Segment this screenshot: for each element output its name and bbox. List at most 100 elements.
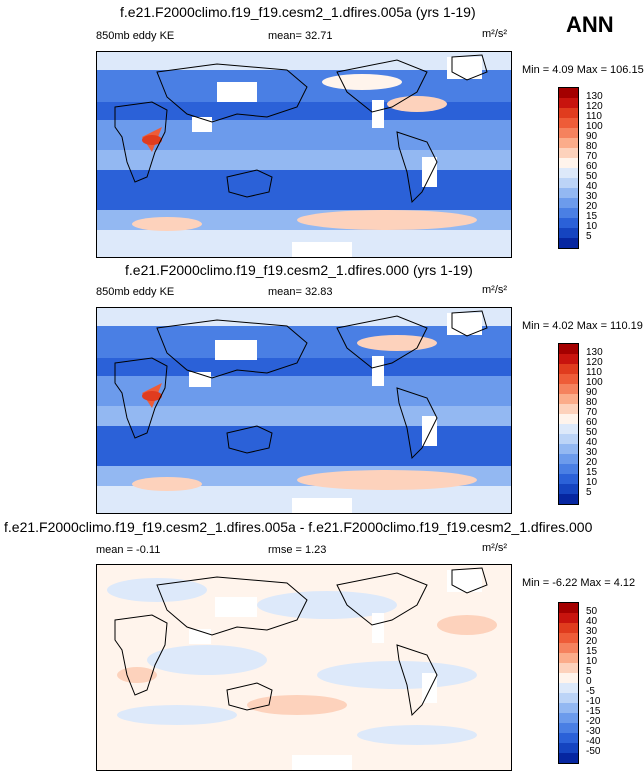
colorbar-segment: [559, 613, 578, 623]
colorbar-segment: [559, 713, 578, 723]
colorbar-segment: [559, 364, 578, 374]
panel-2-minmax: Min = 4.02 Max = 110.19: [522, 320, 643, 332]
colorbar-segment: [559, 148, 578, 158]
colorbar-tick-label: 10: [586, 656, 598, 667]
colorbar-segment: [559, 128, 578, 138]
colorbar-segment: [559, 354, 578, 364]
panel-2-units: m²/s²: [482, 284, 508, 296]
season-label: ANN: [566, 12, 614, 37]
panel-1-map: [96, 51, 512, 258]
colorbar-segment: [559, 138, 578, 148]
colorbar-tick-label: 40: [586, 437, 598, 448]
colorbar-tick-label: 50: [586, 606, 598, 617]
colorbar-tick-label: 30: [586, 191, 598, 202]
colorbar-segment: [559, 198, 578, 208]
panel-3-colorbar: [558, 602, 579, 764]
colorbar-tick-label: 60: [586, 417, 598, 428]
colorbar-tick-label: -40: [586, 736, 601, 747]
colorbar-tick-label: 50: [586, 171, 598, 182]
colorbar-segment: [559, 344, 578, 354]
colorbar-segment: [559, 414, 578, 424]
colorbar-tick-label: -5: [586, 686, 595, 697]
colorbar-tick-label: 30: [586, 447, 598, 458]
colorbar-segment: [559, 743, 578, 753]
colorbar-tick-label: 80: [586, 141, 598, 152]
colorbar-tick-label: 90: [586, 131, 598, 142]
colorbar-segment: [559, 753, 578, 763]
colorbar-segment: [559, 424, 578, 434]
colorbar-tick-label: 15: [586, 646, 598, 657]
colorbar-segment: [559, 108, 578, 118]
colorbar-segment: [559, 158, 578, 168]
colorbar-tick-label: 120: [586, 101, 603, 112]
colorbar-segment: [559, 374, 578, 384]
colorbar-segment: [559, 238, 578, 248]
panel-1-title: f.e21.F2000climo.f19_f19.cesm2_1.dfires.…: [120, 4, 476, 20]
colorbar-tick-label: 40: [586, 181, 598, 192]
panel-1-colorbar: [558, 87, 579, 249]
panel-1-units: m²/s²: [482, 28, 508, 40]
colorbar-tick-label: 100: [586, 377, 603, 388]
colorbar-tick-label: 110: [586, 367, 602, 378]
colorbar-tick-label: -50: [586, 746, 601, 757]
colorbar-tick-label: 130: [586, 91, 603, 102]
panel-2-variable-label: 850mb eddy KE: [96, 286, 175, 298]
colorbar-tick-label: 60: [586, 161, 598, 172]
colorbar-segment: [559, 643, 578, 653]
colorbar-tick-label: 20: [586, 636, 598, 647]
colorbar-tick-label: 20: [586, 457, 598, 468]
colorbar-tick-label: 15: [586, 211, 598, 222]
panel-1-minmax: Min = 4.09 Max = 106.15: [522, 64, 644, 76]
colorbar-segment: [559, 663, 578, 673]
colorbar-segment: [559, 723, 578, 733]
colorbar-segment: [559, 98, 578, 108]
colorbar-tick-label: -30: [586, 726, 601, 737]
colorbar-tick-label: 50: [586, 427, 598, 438]
colorbar-segment: [559, 178, 578, 188]
colorbar-tick-label: -10: [586, 696, 601, 707]
colorbar-segment: [559, 168, 578, 178]
colorbar-tick-label: 15: [586, 467, 598, 478]
colorbar-segment: [559, 494, 578, 504]
panel-2-mean-label: mean= 32.83: [268, 286, 333, 298]
panel-3-minmax: Min = -6.22 Max = 4.12: [522, 577, 636, 589]
colorbar-tick-label: 10: [586, 477, 598, 488]
colorbar-segment: [559, 733, 578, 743]
colorbar-tick-label: -15: [586, 706, 601, 717]
colorbar-segment: [559, 623, 578, 633]
panel-3-rmse-label: rmse = 1.23: [268, 544, 327, 556]
colorbar-tick-label: 5: [586, 487, 592, 498]
colorbar-tick-label: 90: [586, 387, 598, 398]
colorbar-tick-label: 30: [586, 626, 598, 637]
panel-3-mean-label: mean = -0.11: [96, 544, 161, 556]
colorbar-segment: [559, 454, 578, 464]
colorbar-segment: [559, 88, 578, 98]
colorbar-segment: [559, 464, 578, 474]
colorbar-tick-label: 10: [586, 221, 598, 232]
panel-1-mean-label: mean= 32.71: [268, 30, 333, 42]
colorbar-segment: [559, 118, 578, 128]
colorbar-segment: [559, 444, 578, 454]
colorbar-tick-label: 130: [586, 347, 603, 358]
colorbar-tick-label: 100: [586, 121, 603, 132]
colorbar-tick-label: 70: [586, 407, 598, 418]
colorbar-tick-label: 110: [586, 111, 602, 122]
colorbar-segment: [559, 228, 578, 238]
colorbar-segment: [559, 484, 578, 494]
colorbar-tick-label: 5: [586, 666, 592, 677]
colorbar-tick-label: 80: [586, 397, 598, 408]
colorbar-segment: [559, 683, 578, 693]
colorbar-segment: [559, 188, 578, 198]
colorbar-tick-label: 70: [586, 151, 598, 162]
colorbar-tick-label: -20: [586, 716, 601, 727]
colorbar-tick-label: 0: [586, 676, 592, 687]
colorbar-segment: [559, 474, 578, 484]
colorbar-segment: [559, 434, 578, 444]
panel-1-variable-label: 850mb eddy KE: [96, 30, 175, 42]
colorbar-segment: [559, 404, 578, 414]
colorbar-segment: [559, 703, 578, 713]
panel-3-units: m²/s²: [482, 542, 508, 554]
colorbar-segment: [559, 384, 578, 394]
panel-3-map: [96, 564, 512, 771]
colorbar-segment: [559, 394, 578, 404]
